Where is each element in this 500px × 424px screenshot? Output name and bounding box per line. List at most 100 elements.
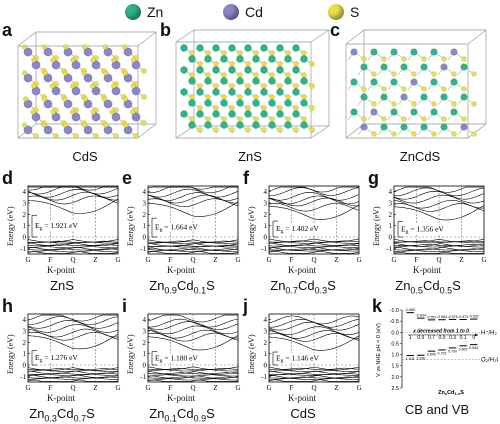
legend-s-label: S [350, 4, 360, 20]
cd-atom [410, 78, 418, 86]
y-tick-label: -1 [20, 373, 26, 381]
valence-band [268, 372, 360, 375]
s-atom [371, 71, 377, 77]
s-atom [277, 61, 283, 67]
x-value-label: 0 [472, 335, 475, 341]
panel-label-e: e [122, 168, 133, 188]
s-atom [141, 94, 147, 100]
s-atom [42, 96, 48, 102]
zn-atom [196, 66, 204, 74]
legend-cd-label: Cd [245, 4, 263, 20]
valence-band [28, 377, 118, 380]
zn-atom [370, 48, 378, 56]
cd-atom [31, 112, 41, 122]
s-atom [293, 83, 299, 89]
s-atom [205, 116, 211, 122]
band-panel-f: f Energy (eV) 4 3 2 1 0 -1 G F Q Z G Eg = 1.402 eV K-p… [243, 168, 363, 296]
conduction-band [147, 329, 239, 339]
kpoint-label: F [49, 384, 53, 392]
conduction-band [393, 190, 485, 200]
zn-atom [212, 44, 220, 52]
kpoint-label: G [391, 256, 396, 264]
kpoint-label: G [266, 384, 271, 392]
s-atom [189, 116, 195, 122]
gap-label: Eg = 1.402 eV [276, 224, 319, 235]
valence-band [27, 376, 119, 379]
zn-atom [430, 108, 438, 116]
cd-atom [131, 86, 141, 96]
s-atom [133, 133, 139, 139]
s-atom [451, 101, 457, 107]
y-tick-label: 1 [143, 350, 147, 358]
s-atom [269, 50, 275, 56]
s-atom [237, 50, 243, 56]
s-atom [109, 109, 115, 115]
valence-band [268, 238, 360, 243]
s-atom [431, 71, 437, 77]
s-atom [121, 44, 128, 50]
valence-band [268, 379, 360, 382]
cb-value-label: -0.557 [426, 315, 436, 319]
conduction-band [268, 191, 360, 201]
s-atom [269, 116, 275, 122]
s-atom [53, 133, 59, 139]
kpoint-label: Q [436, 256, 441, 264]
y-tick-label: 0 [23, 234, 27, 242]
valence-band [27, 250, 118, 253]
s-atom [451, 71, 457, 77]
cd-atom [71, 60, 81, 70]
zn-atom [252, 121, 260, 129]
kpoint-label: Z [93, 256, 97, 264]
conduction-band [147, 325, 239, 335]
zn-atom [380, 63, 388, 71]
s-atom [441, 86, 447, 92]
zn-atom [188, 77, 196, 85]
band-plot: 4 3 2 1 0 -1 G F Q Z G Eg = 1.664 eV [140, 185, 241, 264]
zn-atom [284, 99, 292, 107]
caption-cds: CdS [72, 149, 98, 164]
zn-atom [292, 66, 300, 74]
cd-atom [63, 125, 73, 135]
s-atom [113, 107, 119, 113]
x-value-label: 0.5 [439, 335, 446, 341]
kpoint-label: Z [334, 256, 338, 264]
y-tick-label: 2 [264, 211, 268, 219]
s-atom [62, 96, 68, 102]
conduction-band [393, 194, 485, 204]
kpoint-label: G [145, 256, 150, 264]
kpoint-label: Q [311, 384, 316, 392]
s-atom [49, 83, 55, 89]
y-axis-label: V vs NHE pH = 0 (eV) [376, 323, 382, 377]
kpoint-label: F [290, 384, 294, 392]
valence-band [147, 366, 239, 370]
zn-atom [360, 63, 368, 71]
cb-value-label: -0.573 [458, 315, 468, 319]
y-tick-label: 2 [143, 339, 147, 347]
s-atom [391, 101, 397, 107]
zn-atom [204, 99, 212, 107]
s-atom [253, 116, 259, 122]
s-atom [41, 44, 48, 50]
formula-label: ZnxCd1-xS [438, 390, 464, 396]
s-atom [301, 116, 307, 122]
y-tick-label: 4 [23, 188, 27, 196]
valence-band [147, 379, 239, 382]
s-atom [309, 105, 315, 111]
zn-atom [360, 93, 368, 101]
conduction-band [393, 205, 485, 221]
kpoint-label: G [145, 384, 150, 392]
zn-atom [390, 78, 398, 86]
kpoint-label: Q [70, 256, 75, 264]
zn-atom [220, 55, 228, 63]
s-atom [23, 96, 29, 102]
valence-band [27, 374, 119, 378]
kpoint-label: F [49, 256, 53, 264]
cell-edge [310, 29, 330, 43]
x-axis-label: K-point [47, 393, 75, 403]
band-plot: 4 3 2 1 0 -1 G F Q Z G Eg = 1.146 eV [261, 313, 362, 392]
gap-label: Eg = 1.921 eV [35, 221, 78, 232]
zn-atom [260, 66, 268, 74]
y-tick-label: 2.0 [391, 375, 399, 381]
s-atom [221, 94, 227, 100]
zn-atom [450, 108, 458, 116]
